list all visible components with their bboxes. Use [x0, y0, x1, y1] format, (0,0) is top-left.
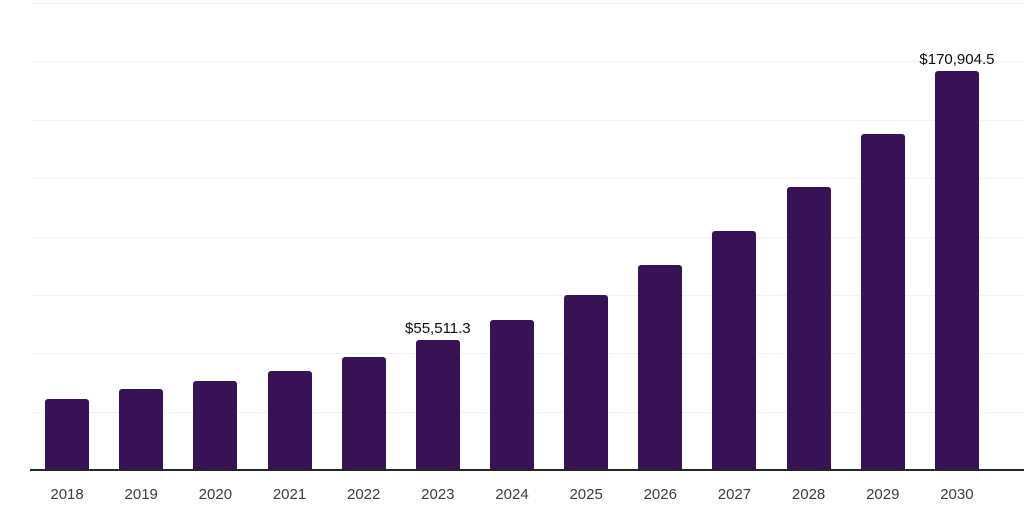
bar-2025[interactable] [564, 295, 609, 470]
gridline [30, 178, 1024, 180]
x-tick-label-2029: 2029 [866, 486, 900, 503]
x-tick-label-2024: 2024 [495, 486, 529, 503]
x-tick-label-2027: 2027 [717, 486, 752, 503]
bar-2024[interactable] [490, 319, 534, 470]
x-tick-label-2025: 2025 [569, 486, 603, 503]
data-label-2023: $55,511.3 [405, 320, 471, 338]
bar-2019[interactable] [119, 389, 164, 470]
x-tick-label-2026: 2026 [643, 486, 677, 503]
bar-2022[interactable] [341, 357, 386, 470]
x-tick-label-2028: 2028 [791, 486, 826, 503]
gridline [30, 119, 1024, 121]
x-tick-label-2021: 2021 [272, 486, 307, 503]
gridline [30, 3, 1024, 4]
gridline [30, 294, 1024, 296]
x-tick-label-2022: 2022 [346, 486, 381, 503]
x-tick-label-2023: 2023 [421, 486, 455, 503]
x-tick-label-2020: 2020 [198, 486, 233, 503]
bar-2027[interactable] [712, 230, 757, 470]
gridline [30, 61, 1024, 63]
bar-2021[interactable] [267, 371, 312, 470]
x-axis-line [30, 469, 1024, 471]
bar-2018[interactable] [45, 399, 90, 470]
x-tick-label-2018: 2018 [50, 486, 84, 503]
gridline [30, 236, 1024, 238]
bar-2026[interactable] [638, 265, 683, 470]
x-tick-label-2019: 2019 [124, 486, 158, 503]
x-tick-label-2030: 2030 [940, 486, 974, 503]
bar-2028[interactable] [786, 186, 831, 470]
bar-2020[interactable] [193, 381, 238, 470]
data-label-2030: $170,904.5 [919, 50, 995, 68]
bar-2023[interactable] [415, 340, 460, 470]
bar-2030[interactable] [934, 70, 979, 470]
bar-2029[interactable] [860, 133, 905, 470]
